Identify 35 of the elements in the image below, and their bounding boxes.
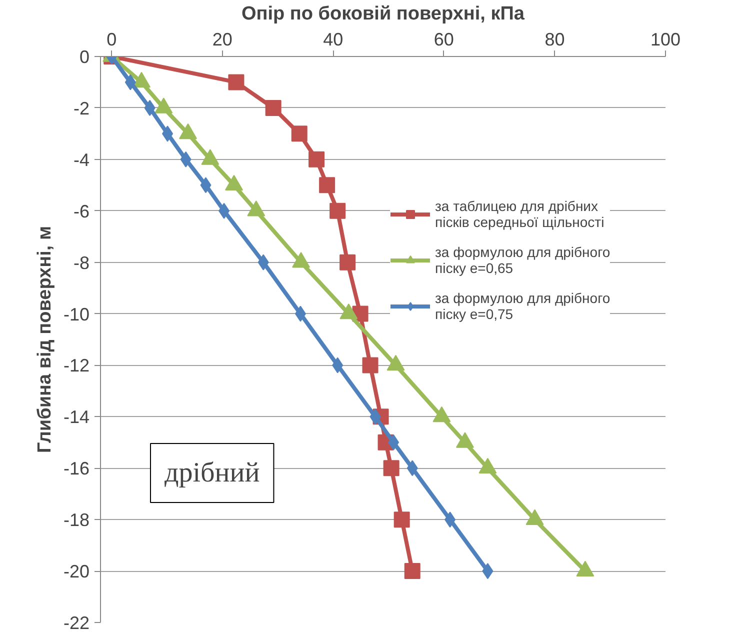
x-tick-label: 40 [323, 30, 344, 50]
y-tick-label: -6 [73, 201, 90, 222]
x-tick-label: 80 [544, 30, 565, 50]
legend-label: за формулою для дрібного піску е=0,65 [435, 244, 610, 276]
y-tick-label: -8 [73, 252, 90, 273]
x-tick-label: 0 [106, 30, 117, 50]
x-tick-label: 60 [434, 30, 454, 50]
y-tick-label: -2 [73, 98, 90, 118]
x-tick-label: 20 [212, 30, 232, 50]
point [308, 151, 325, 168]
y-tick-label: -18 [63, 510, 90, 530]
annotation: дрібний [164, 458, 260, 488]
point [340, 254, 356, 270]
x-tick-label: 100 [650, 30, 681, 50]
y-tick-label: -4 [73, 150, 90, 170]
point [383, 460, 400, 476]
point [319, 177, 336, 194]
y-tick-label: -22 [63, 613, 90, 632]
y-tick-label: 0 [79, 47, 90, 67]
legend-label: за формулою для дрібного піску е=0,75 [435, 290, 610, 322]
point [394, 512, 410, 528]
y-tick-label: -12 [63, 356, 90, 376]
point [404, 563, 420, 580]
x-axis-title: Опір по боковій поверхні, кПа [242, 4, 525, 24]
y-tick-label: -14 [63, 407, 90, 428]
y-tick-label: -20 [63, 562, 90, 582]
y-tick-label: -10 [63, 304, 90, 324]
point [265, 100, 282, 116]
point [330, 202, 346, 219]
legend-label: за таблицею для дрібних пісків середньої щільності [435, 198, 604, 230]
y-tick-label: -16 [63, 458, 90, 479]
y-axis-title: Глибина від поверхні, м [34, 226, 56, 453]
point [362, 357, 378, 374]
point [228, 74, 244, 90]
point [291, 126, 308, 142]
